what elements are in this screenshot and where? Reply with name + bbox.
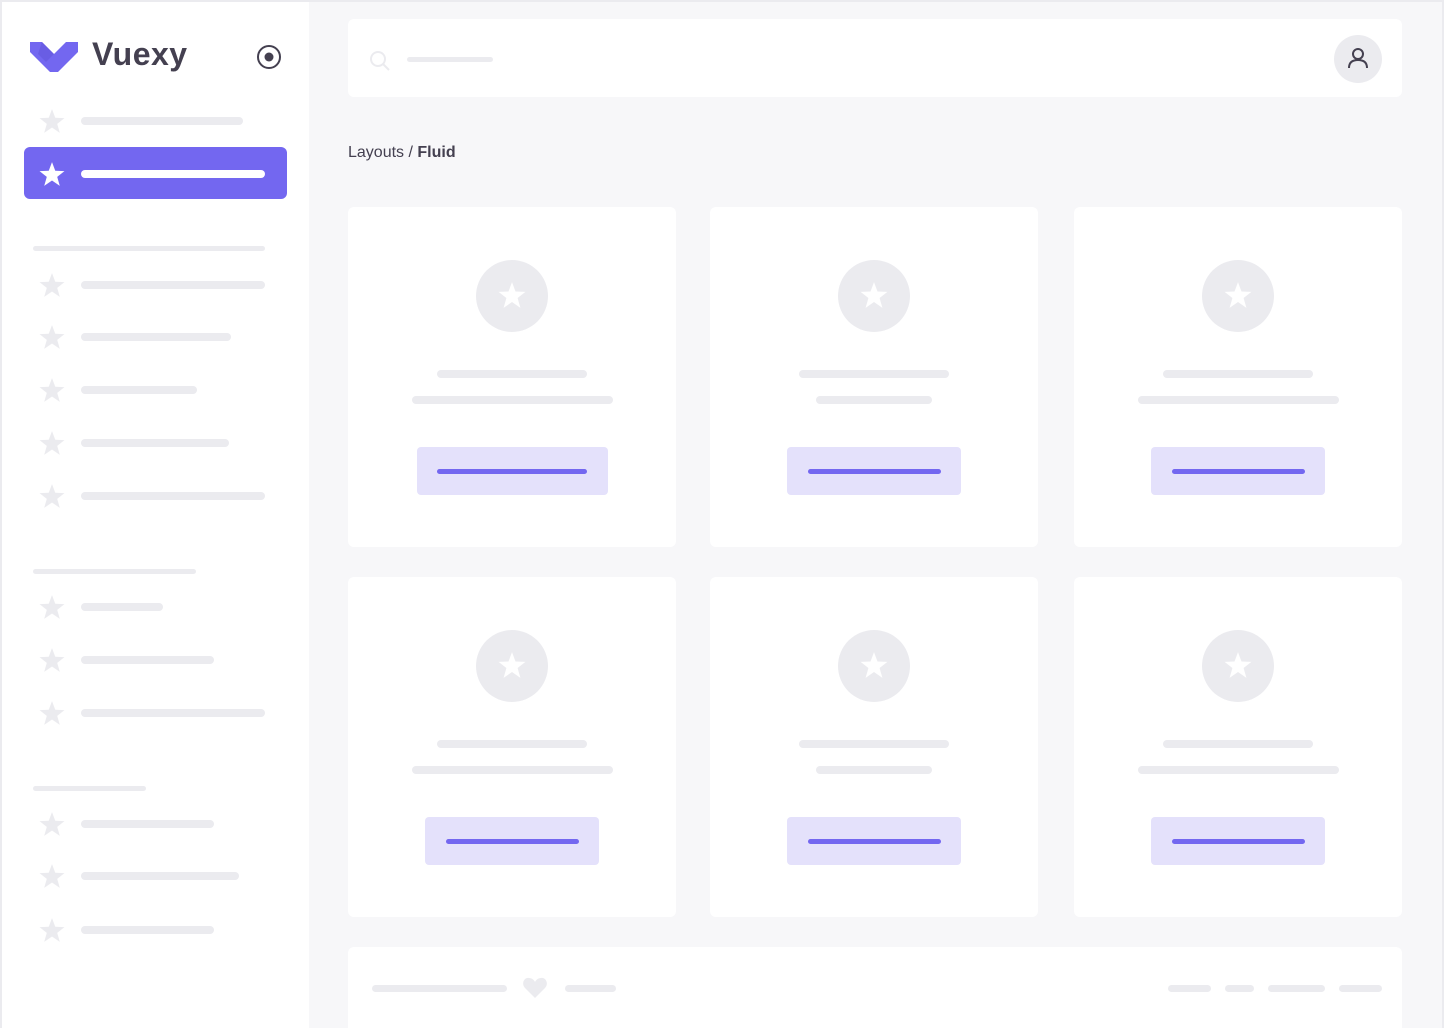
vuexy-logo-icon <box>30 42 78 72</box>
sidebar-section-header <box>33 246 265 251</box>
star-icon <box>39 701 65 725</box>
star-icon <box>498 652 526 678</box>
star-icon <box>39 109 65 133</box>
sidebar-section-header <box>33 786 146 791</box>
search-input[interactable] <box>407 57 493 62</box>
card-text-skeleton <box>816 766 932 774</box>
breadcrumb-separator: / <box>404 144 418 161</box>
skeleton-card <box>348 577 676 917</box>
star-icon <box>860 652 888 678</box>
footer-link[interactable] <box>1268 985 1325 992</box>
skeleton-card <box>1074 207 1402 547</box>
search-icon[interactable] <box>369 50 391 72</box>
card-button[interactable] <box>787 447 961 495</box>
sidebar-item-label <box>81 386 197 394</box>
sidebar-item-label <box>81 439 229 447</box>
star-icon <box>39 325 65 349</box>
card-text-skeleton <box>411 766 613 774</box>
card-button-label <box>1171 839 1305 844</box>
skeleton-card <box>710 577 1038 917</box>
sidebar-item-label <box>81 926 214 934</box>
star-icon <box>39 918 65 942</box>
sidebar-item-label <box>81 872 239 880</box>
star-icon <box>39 648 65 672</box>
user-icon <box>1348 48 1368 69</box>
sidebar-item-label <box>81 281 265 289</box>
card-button-label <box>445 839 579 844</box>
sidebar-item-label <box>81 117 243 125</box>
sidebar-item-label <box>81 709 265 717</box>
card-text-skeleton <box>1137 396 1339 404</box>
card-title-skeleton <box>437 740 587 748</box>
card-button-label <box>1171 469 1305 474</box>
star-icon <box>1224 282 1252 308</box>
star-icon <box>39 273 65 297</box>
card-text-skeleton <box>1137 766 1339 774</box>
card-button-label <box>437 469 587 474</box>
card-button[interactable] <box>1151 817 1325 865</box>
card-avatar <box>1202 630 1274 702</box>
card-button[interactable] <box>416 447 608 495</box>
skeleton-card <box>1074 577 1402 917</box>
card-button[interactable] <box>425 817 599 865</box>
avatar[interactable] <box>1334 35 1382 83</box>
card-title-skeleton <box>1163 740 1313 748</box>
sidebar-item-label <box>81 656 214 664</box>
star-icon <box>39 595 65 619</box>
card-avatar <box>476 260 548 332</box>
card-avatar <box>476 630 548 702</box>
star-icon <box>498 282 526 308</box>
footer-text-skeleton <box>372 985 507 992</box>
footer-link[interactable] <box>1168 985 1211 992</box>
sidebar-item-label <box>81 820 214 828</box>
footer-link[interactable] <box>1339 985 1382 992</box>
sidebar-item-label <box>81 492 265 500</box>
card-button[interactable] <box>1151 447 1325 495</box>
card-avatar <box>838 260 910 332</box>
sidebar-item-label <box>81 603 163 611</box>
star-icon <box>39 484 65 508</box>
star-icon <box>1224 652 1252 678</box>
card-text-skeleton <box>411 396 613 404</box>
star-icon <box>39 162 65 186</box>
footer-link[interactable] <box>1225 985 1254 992</box>
card-button-label <box>807 469 941 474</box>
heart-icon <box>523 977 547 998</box>
skeleton-card <box>348 207 676 547</box>
sidebar-section-header <box>33 569 196 574</box>
card-title-skeleton <box>1163 370 1313 378</box>
breadcrumb-parent[interactable]: Layouts <box>348 144 405 161</box>
star-icon <box>860 282 888 308</box>
app-name: Vuexy <box>92 36 188 72</box>
radio-circle-icon[interactable] <box>256 44 282 70</box>
footer <box>348 947 1402 1028</box>
sidebar: Vuexy <box>2 2 309 1028</box>
card-button-label <box>807 839 941 844</box>
skeleton-card <box>710 207 1038 547</box>
card-title-skeleton <box>799 370 949 378</box>
card-avatar <box>838 630 910 702</box>
top-navbar <box>348 19 1402 97</box>
star-icon <box>39 864 65 888</box>
card-avatar <box>1202 260 1274 332</box>
card-button[interactable] <box>787 817 961 865</box>
sidebar-item-label <box>81 170 265 178</box>
card-text-skeleton <box>816 396 932 404</box>
footer-text-skeleton <box>565 985 616 992</box>
star-icon <box>39 812 65 836</box>
star-icon <box>39 378 65 402</box>
star-icon <box>39 431 65 455</box>
breadcrumb-current: Fluid <box>417 144 456 161</box>
card-title-skeleton <box>799 740 949 748</box>
card-title-skeleton <box>437 370 587 378</box>
breadcrumb: Layouts / Fluid <box>348 144 456 162</box>
sidebar-item-label <box>81 333 231 341</box>
